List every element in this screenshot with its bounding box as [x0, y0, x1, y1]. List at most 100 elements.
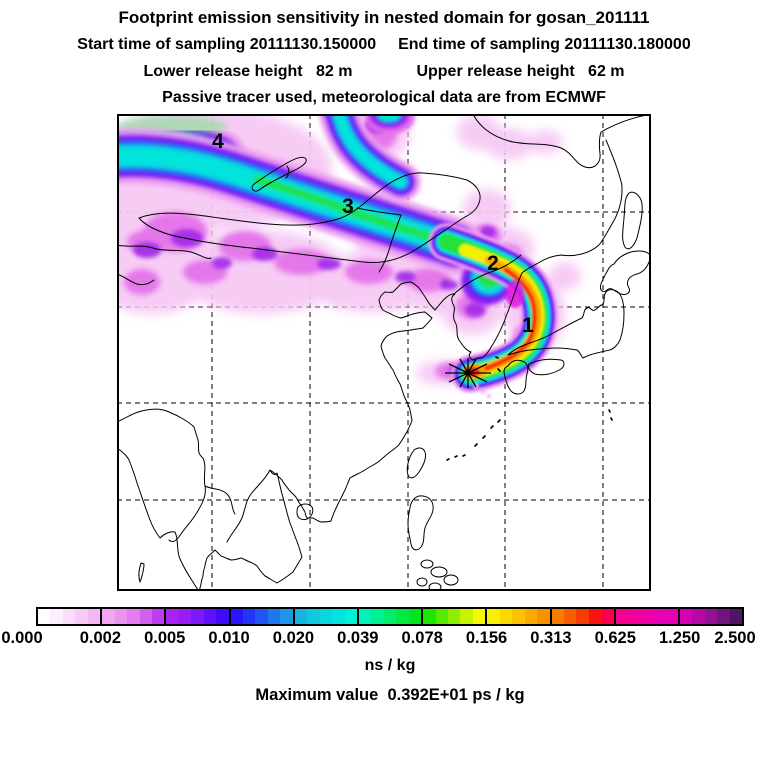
colorbar-cell	[665, 609, 678, 624]
colorbar-cell	[615, 609, 629, 624]
upper-release-height-text: Upper release height 62 m	[416, 63, 625, 80]
coastlines	[117, 114, 651, 591]
colorbar-cell	[280, 609, 293, 624]
border-india	[117, 408, 206, 543]
coast-okhotsk	[472, 114, 648, 169]
colorbar-cell	[524, 609, 538, 624]
colorbar-cell	[692, 609, 705, 624]
colorbar-cell	[383, 609, 397, 624]
colorbar-tick-label: 0.078	[401, 629, 443, 647]
colorbar-tick-label: 0.625	[594, 629, 636, 647]
colorbar-cell	[551, 609, 564, 624]
border-indochina-2	[226, 469, 271, 543]
island-sakhalin	[622, 191, 643, 250]
coast-mainland-korea-china	[198, 139, 623, 591]
border-nk-china	[454, 254, 522, 294]
colorbar-cell	[62, 609, 76, 624]
sampling-time-line: Start time of sampling 20111130.150000 E…	[0, 36, 768, 54]
colorbar-cell	[472, 609, 486, 624]
colorbar-cell	[216, 609, 229, 624]
start-time-text: Start time of sampling 20111130.150000	[77, 36, 377, 53]
colorbar-cell	[344, 609, 357, 624]
colorbar-units-label: ns / kg	[364, 657, 416, 674]
colorbar-cell	[267, 609, 281, 624]
border-kazakh-2	[117, 273, 155, 286]
coast-bengal	[117, 447, 200, 591]
colorbar-cell	[628, 609, 641, 624]
colorbar-cell	[151, 609, 165, 624]
colorbar-cell	[102, 609, 115, 624]
tracer-info-line: Passive tracer used, meteorological data…	[162, 89, 606, 106]
colorbar-tick-labels: 0.000 0.002 0.005 0.010 0.020 0.039 0.078 0.156…	[0, 629, 768, 649]
colorbar-cell	[679, 609, 693, 624]
island-hainan	[296, 503, 314, 521]
colorbar-cell	[319, 609, 333, 624]
colorbar-tick-label: 2.500	[714, 629, 756, 647]
colorbar-cell	[576, 609, 589, 624]
colorbar-segment-0.625-1.250	[615, 609, 680, 624]
border-mongolia	[138, 172, 481, 263]
colorbar-cell	[75, 609, 88, 624]
colorbar-segment-0.078-0.156	[423, 609, 488, 624]
colorbar-cell	[87, 609, 101, 624]
colorbar-segment-1.250-2.500	[679, 609, 743, 624]
colorbar-segment-0.156-0.313	[487, 609, 552, 624]
island-hokkaido	[600, 250, 651, 295]
page-title: Footprint emission sensitivity in nested…	[118, 8, 650, 27]
colorbar-tick-label: 0.156	[465, 629, 508, 647]
colorbar-cell	[435, 609, 448, 624]
colorbar-tick-label: 0.002	[79, 629, 122, 647]
lake-balkhash-hook	[285, 165, 290, 179]
colorbar	[36, 607, 744, 626]
colorbar-cell	[178, 609, 192, 624]
colorbar-cell	[307, 609, 320, 624]
end-time-text: End time of sampling 20111130.180000	[398, 36, 691, 53]
colorbar-cell	[358, 609, 372, 624]
colorbar-tick-label: 0.000	[1, 629, 43, 647]
colorbar-cell	[460, 609, 473, 624]
lake-balkhash	[251, 156, 307, 192]
sensitivity-plume	[117, 114, 581, 398]
island-srilanka	[138, 562, 145, 583]
colorbar-cell	[588, 609, 602, 624]
colorbar-cell	[717, 609, 730, 624]
colorbar-cell	[38, 609, 51, 624]
colorbar-cell	[50, 609, 63, 624]
island-taiwan	[406, 447, 426, 479]
colorbar-segment-0.020-0.039	[294, 609, 359, 624]
colorbar-cell	[332, 609, 345, 624]
trajectory-label-2: 2	[487, 252, 499, 275]
trajectory-label-4: 4	[212, 130, 224, 153]
colorbar-cell	[448, 609, 461, 624]
maximum-value-label: Maximum value 0.392E+01 ps / kg	[255, 686, 525, 704]
colorbar-tick-label: 0.010	[208, 629, 250, 647]
colorbar-cell	[487, 609, 500, 624]
colorbar-cell	[114, 609, 128, 624]
island-kyushu	[503, 359, 529, 395]
colorbar-cell	[408, 609, 422, 624]
footprint-map: 1 2 3 4	[117, 114, 651, 591]
map-frame	[117, 114, 651, 591]
colorbar-cell	[423, 609, 436, 624]
source-marker-asterisk	[445, 358, 491, 388]
colorbar-segment-0.010-0.020	[230, 609, 295, 624]
release-height-line: Lower release height 82 m Upper release …	[0, 63, 768, 81]
colorbar-segment-0.000-0.002	[38, 609, 103, 624]
colorbar-cell	[127, 609, 140, 624]
colorbar-cell	[139, 609, 152, 624]
border-indochina-1	[204, 485, 236, 515]
colorbar-cell	[601, 609, 614, 624]
colorbar-cell	[704, 609, 718, 624]
trajectory-labels: 1 2 3 4	[212, 130, 534, 337]
islands-philippines-south	[416, 559, 459, 591]
colorbar-segment-0.002-0.005	[102, 609, 167, 624]
colorbar-tick-label: 0.005	[144, 629, 186, 647]
colorbar-tick-label: 0.039	[337, 629, 379, 647]
colorbar-segment-0.039-0.078	[358, 609, 424, 624]
border-china-inner	[356, 207, 402, 273]
lower-release-height-text: Lower release height 82 m	[143, 63, 353, 80]
border-kazakh-1	[117, 244, 212, 259]
colorbar-cell	[191, 609, 204, 624]
colorbar-cell	[563, 609, 577, 624]
colorbar-cell	[396, 609, 409, 624]
